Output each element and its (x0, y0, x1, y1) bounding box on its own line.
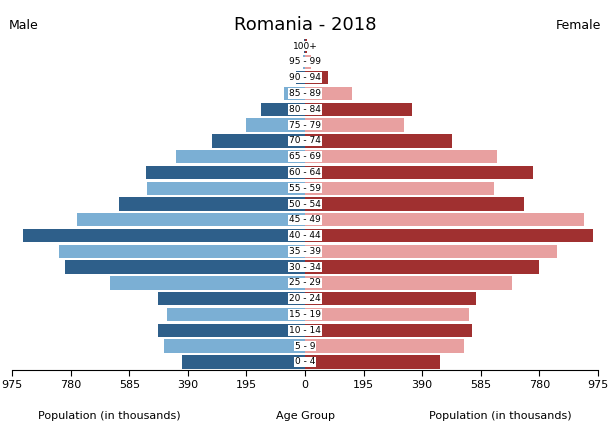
Bar (305, 71, 328, 85)
Bar (305, 261, 539, 274)
Bar (65, 261, 305, 274)
Bar (305, 40, 306, 53)
Text: 20 - 24: 20 - 24 (289, 294, 321, 303)
Text: 60 - 64: 60 - 64 (289, 168, 321, 177)
Bar (305, 55, 311, 69)
Bar (167, 308, 305, 321)
Bar (305, 181, 494, 195)
Bar (164, 339, 305, 353)
Text: 25 - 29: 25 - 29 (289, 278, 321, 287)
Text: Female: Female (556, 19, 601, 32)
Bar (305, 150, 497, 163)
Text: 5 - 9: 5 - 9 (295, 342, 315, 351)
Text: 0 - 4: 0 - 4 (295, 357, 315, 366)
Text: 45 - 49: 45 - 49 (289, 215, 321, 224)
Text: 10 - 14: 10 - 14 (289, 326, 321, 335)
Bar (77, 213, 305, 227)
Text: 55 - 59: 55 - 59 (289, 184, 321, 193)
Text: 95 - 99: 95 - 99 (289, 57, 321, 66)
Bar (182, 355, 305, 368)
Text: 35 - 39: 35 - 39 (289, 247, 321, 256)
Text: 30 - 34: 30 - 34 (289, 263, 321, 272)
Bar (305, 102, 412, 116)
Bar (119, 197, 305, 211)
Text: 85 - 89: 85 - 89 (289, 89, 321, 98)
Bar (176, 150, 305, 163)
Bar (305, 245, 558, 258)
Text: 50 - 54: 50 - 54 (289, 199, 321, 209)
Title: Romania - 2018: Romania - 2018 (234, 16, 376, 34)
Bar (146, 166, 305, 179)
Bar (158, 323, 305, 337)
Bar (212, 134, 305, 147)
Bar (305, 197, 524, 211)
Bar (303, 55, 305, 69)
Bar (305, 87, 351, 100)
Bar (158, 292, 305, 306)
Bar (305, 339, 464, 353)
Text: 40 - 44: 40 - 44 (289, 231, 321, 240)
Text: Male: Male (9, 19, 39, 32)
Bar (305, 308, 468, 321)
Bar (305, 166, 533, 179)
Text: Age Group: Age Group (276, 411, 334, 421)
Bar (304, 40, 305, 53)
Text: 75 - 79: 75 - 79 (289, 121, 321, 130)
Text: 80 - 84: 80 - 84 (289, 105, 321, 114)
Bar (23, 229, 305, 242)
Bar (305, 292, 476, 306)
Bar (59, 245, 305, 258)
Bar (262, 102, 305, 116)
Bar (284, 87, 305, 100)
Bar (305, 276, 512, 290)
Bar (305, 229, 594, 242)
Text: Population (in thousands): Population (in thousands) (38, 411, 181, 421)
Bar (110, 276, 305, 290)
Bar (305, 119, 404, 132)
Text: 90 - 94: 90 - 94 (289, 73, 321, 82)
Bar (305, 355, 440, 368)
Bar (305, 213, 584, 227)
Text: 70 - 74: 70 - 74 (289, 136, 321, 145)
Text: Population (in thousands): Population (in thousands) (429, 411, 572, 421)
Bar (305, 134, 452, 147)
Bar (305, 323, 472, 337)
Text: 15 - 19: 15 - 19 (289, 310, 321, 319)
Bar (148, 181, 305, 195)
Bar (246, 119, 305, 132)
Bar (296, 71, 305, 85)
Text: 100+: 100+ (293, 42, 317, 51)
Text: 65 - 69: 65 - 69 (289, 152, 321, 161)
